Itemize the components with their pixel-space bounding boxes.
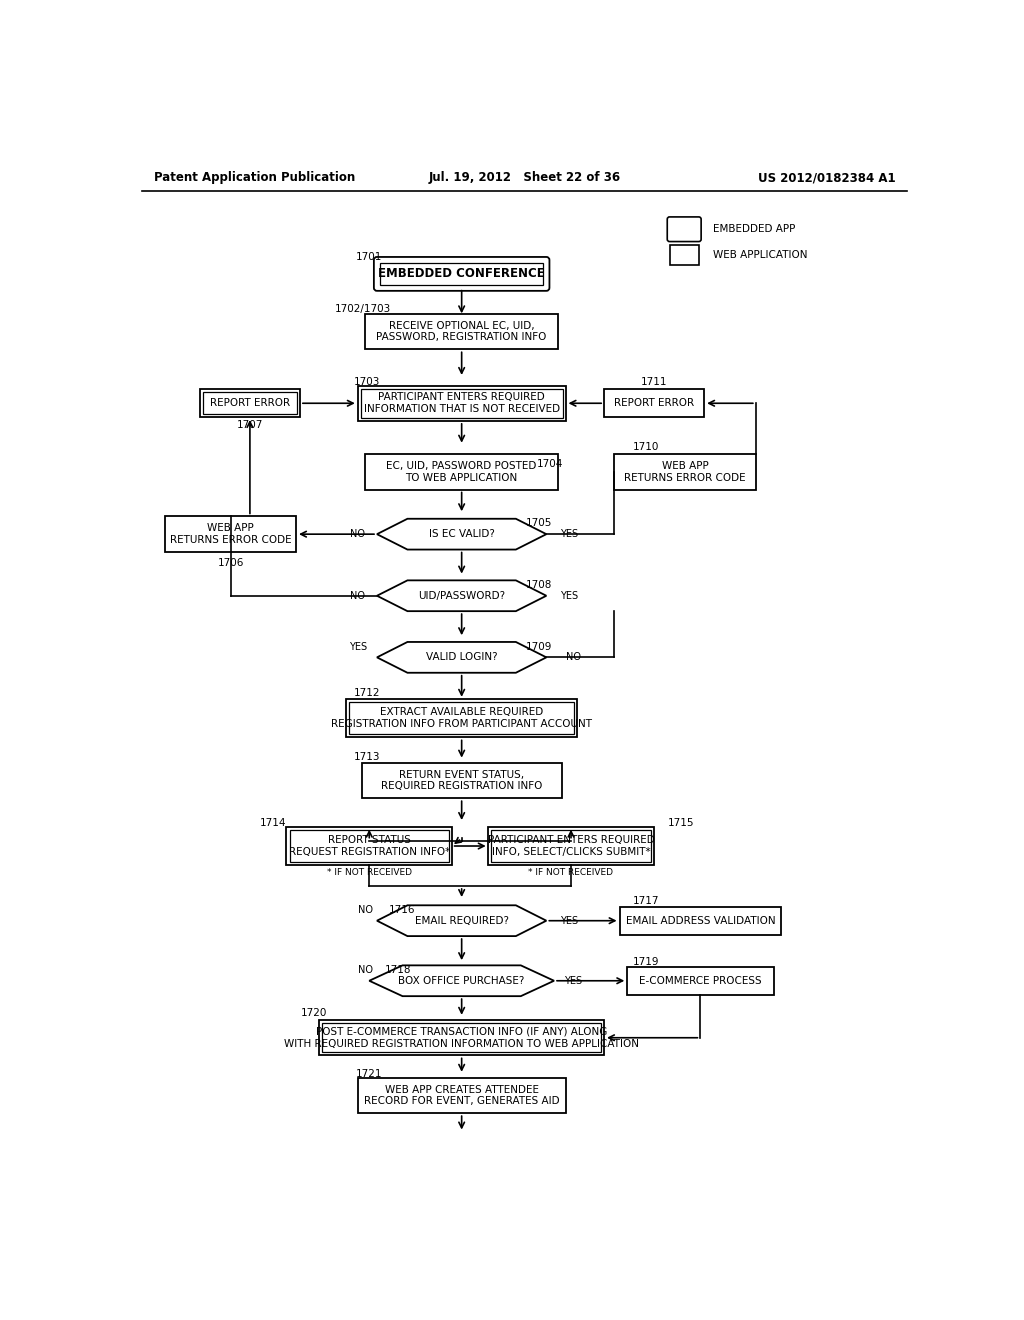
Polygon shape	[377, 642, 547, 673]
Text: VALID LOGIN?: VALID LOGIN?	[426, 652, 498, 663]
FancyBboxPatch shape	[604, 389, 705, 417]
Text: PARTICIPANT ENTERS REQUIRED
INFORMATION THAT IS NOT RECEIVED: PARTICIPANT ENTERS REQUIRED INFORMATION …	[364, 392, 560, 414]
Text: 1702/1703: 1702/1703	[335, 304, 391, 314]
Text: 1721: 1721	[356, 1069, 383, 1078]
FancyBboxPatch shape	[357, 1077, 565, 1113]
Text: POST E-COMMERCE TRANSACTION INFO (IF ANY) ALONG
WITH REQUIRED REGISTRATION INFOR: POST E-COMMERCE TRANSACTION INFO (IF ANY…	[285, 1027, 639, 1048]
Text: 1706: 1706	[217, 558, 244, 569]
Text: US 2012/0182384 A1: US 2012/0182384 A1	[759, 172, 896, 185]
Text: 1720: 1720	[301, 1008, 327, 1018]
Text: NO: NO	[566, 652, 581, 663]
FancyBboxPatch shape	[488, 826, 653, 866]
Text: NO: NO	[350, 529, 366, 539]
Text: 1708: 1708	[525, 579, 552, 590]
Text: RECEIVE OPTIONAL EC, UID,
PASSWORD, REGISTRATION INFO: RECEIVE OPTIONAL EC, UID, PASSWORD, REGI…	[377, 321, 547, 342]
Text: WEB APP CREATES ATTENDEE
RECORD FOR EVENT, GENERATES AID: WEB APP CREATES ATTENDEE RECORD FOR EVEN…	[364, 1085, 559, 1106]
Text: 1710: 1710	[633, 442, 659, 453]
Text: EC, UID, PASSWORD POSTED
TO WEB APPLICATION: EC, UID, PASSWORD POSTED TO WEB APPLICAT…	[386, 461, 537, 483]
Text: YES: YES	[560, 529, 579, 539]
Text: IS EC VALID?: IS EC VALID?	[429, 529, 495, 539]
Text: E-COMMERCE PROCESS: E-COMMERCE PROCESS	[639, 975, 762, 986]
Text: 1712: 1712	[353, 688, 380, 698]
Text: 1714: 1714	[260, 818, 287, 828]
Text: YES: YES	[560, 916, 579, 925]
FancyBboxPatch shape	[319, 1020, 604, 1056]
Text: EMBEDDED APP: EMBEDDED APP	[714, 224, 796, 234]
Text: 1715: 1715	[668, 818, 694, 828]
Text: YES: YES	[560, 591, 579, 601]
FancyBboxPatch shape	[357, 385, 565, 421]
Text: EMAIL ADDRESS VALIDATION: EMAIL ADDRESS VALIDATION	[626, 916, 775, 925]
Text: REPORT ERROR: REPORT ERROR	[210, 399, 290, 408]
FancyBboxPatch shape	[361, 763, 562, 799]
Text: * IF NOT RECEIVED: * IF NOT RECEIVED	[528, 869, 613, 878]
Text: UID/PASSWORD?: UID/PASSWORD?	[418, 591, 505, 601]
Polygon shape	[377, 581, 547, 611]
Text: 1718: 1718	[385, 965, 412, 975]
Text: EMBEDDED CONFERENCE: EMBEDDED CONFERENCE	[378, 268, 545, 280]
FancyBboxPatch shape	[374, 257, 550, 290]
Text: EXTRACT AVAILABLE REQUIRED
REGISTRATION INFO FROM PARTICIPANT ACCOUNT: EXTRACT AVAILABLE REQUIRED REGISTRATION …	[331, 708, 592, 729]
Text: REPORT ERROR: REPORT ERROR	[614, 399, 694, 408]
Text: YES: YES	[564, 975, 583, 986]
FancyBboxPatch shape	[366, 454, 558, 490]
Text: WEB APP
RETURNS ERROR CODE: WEB APP RETURNS ERROR CODE	[170, 523, 292, 545]
Text: RETURN EVENT STATUS,
REQUIRED REGISTRATION INFO: RETURN EVENT STATUS, REQUIRED REGISTRATI…	[381, 770, 543, 792]
Text: YES: YES	[348, 642, 367, 652]
Text: 1716: 1716	[388, 906, 415, 915]
Polygon shape	[377, 519, 547, 549]
FancyBboxPatch shape	[613, 454, 756, 490]
Text: 1713: 1713	[353, 752, 380, 763]
Text: 1704: 1704	[537, 459, 563, 469]
Text: BOX OFFICE PURCHASE?: BOX OFFICE PURCHASE?	[398, 975, 525, 986]
Text: NO: NO	[350, 591, 366, 601]
FancyBboxPatch shape	[200, 389, 300, 417]
FancyBboxPatch shape	[668, 216, 701, 242]
Text: 1717: 1717	[633, 896, 659, 907]
Polygon shape	[377, 906, 547, 936]
Text: NO: NO	[358, 906, 373, 915]
Text: 1705: 1705	[525, 519, 552, 528]
Text: * IF NOT RECEIVED: * IF NOT RECEIVED	[327, 869, 412, 878]
FancyBboxPatch shape	[628, 966, 773, 995]
Text: WEB APP
RETURNS ERROR CODE: WEB APP RETURNS ERROR CODE	[625, 461, 745, 483]
Text: NO: NO	[358, 965, 373, 975]
FancyBboxPatch shape	[287, 826, 452, 866]
FancyBboxPatch shape	[366, 314, 558, 350]
Text: REPORT STATUS
REQUEST REGISTRATION INFO*: REPORT STATUS REQUEST REGISTRATION INFO*	[289, 836, 450, 857]
Polygon shape	[370, 965, 554, 997]
Text: 1707: 1707	[237, 420, 263, 430]
FancyBboxPatch shape	[620, 907, 781, 935]
Text: PARTICIPANT ENTERS REQUIRED
INFO, SELECT/CLICKS SUBMIT*: PARTICIPANT ENTERS REQUIRED INFO, SELECT…	[487, 836, 654, 857]
Text: Jul. 19, 2012   Sheet 22 of 36: Jul. 19, 2012 Sheet 22 of 36	[429, 172, 621, 185]
Text: 1703: 1703	[353, 376, 380, 387]
Text: Patent Application Publication: Patent Application Publication	[154, 172, 355, 185]
Text: 1711: 1711	[641, 376, 668, 387]
Text: EMAIL REQUIRED?: EMAIL REQUIRED?	[415, 916, 509, 925]
FancyBboxPatch shape	[165, 516, 296, 552]
FancyBboxPatch shape	[346, 700, 578, 738]
Text: 1701: 1701	[356, 252, 382, 261]
FancyBboxPatch shape	[670, 244, 698, 264]
Text: WEB APPLICATION: WEB APPLICATION	[714, 249, 808, 260]
Text: 1719: 1719	[633, 957, 659, 966]
Text: 1709: 1709	[525, 642, 552, 652]
